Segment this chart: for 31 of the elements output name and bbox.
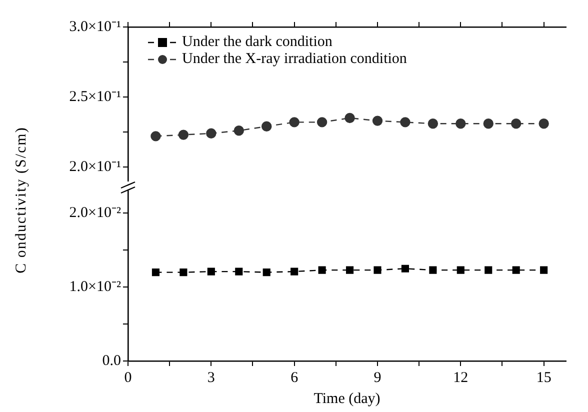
y-tick-label: 2.0×10⁻¹ — [69, 158, 121, 175]
y-axis-title: C onductivity (S/cm) — [14, 126, 30, 274]
y-tick-label: 2.0×10⁻² — [69, 205, 122, 222]
point — [316, 117, 328, 128]
point — [150, 131, 161, 142]
point — [428, 118, 438, 129]
point — [206, 128, 216, 138]
legend-label: Under the dark condition — [182, 34, 332, 51]
y-tick-label: 2.5×10⁻¹ — [69, 88, 121, 105]
legend-label: Under the X-ray irradiation condition — [182, 51, 407, 68]
x-tick-label: 0 — [124, 370, 132, 386]
x-axis-title: Time (day) — [314, 390, 380, 407]
point — [372, 116, 383, 126]
point — [538, 118, 549, 129]
point — [511, 118, 522, 129]
y-tick-label: 1.0×10⁻² — [69, 279, 122, 296]
point — [289, 117, 300, 128]
point — [483, 118, 494, 129]
point — [400, 117, 410, 128]
point — [262, 121, 272, 132]
x-tick-label: 9 — [374, 370, 382, 386]
point — [178, 130, 189, 140]
point — [234, 126, 244, 136]
point — [344, 112, 355, 124]
x-tick-label: 15 — [536, 370, 552, 386]
y-tick-label: 0.0 — [102, 352, 121, 369]
x-tick-label: 6 — [290, 370, 299, 386]
x-tick-label: 3 — [207, 370, 215, 386]
point — [456, 118, 466, 129]
x-tick-label: 12 — [453, 370, 468, 386]
y-tick-label: 3.0×10⁻¹ — [69, 18, 121, 35]
